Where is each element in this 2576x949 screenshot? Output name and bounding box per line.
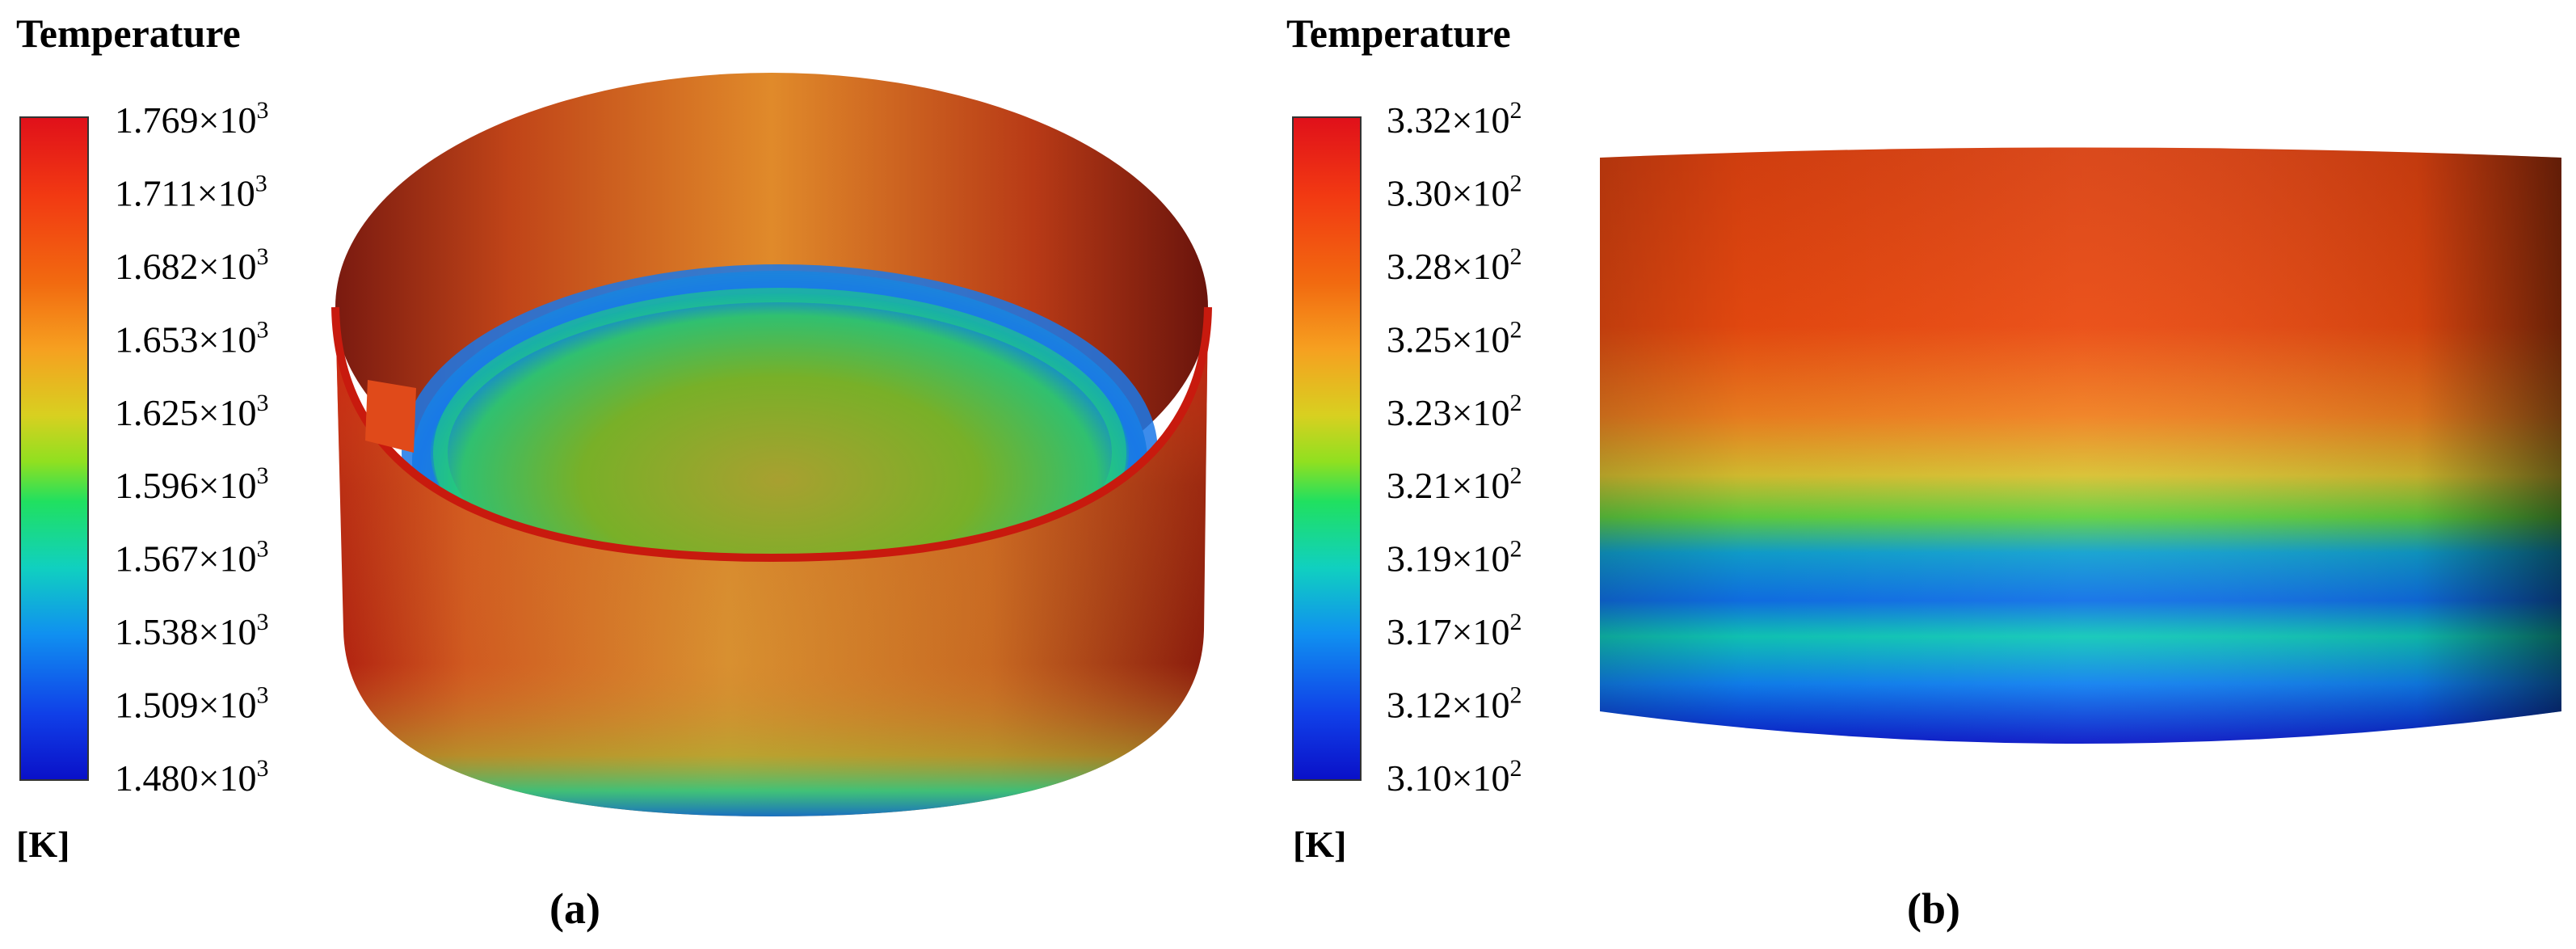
- legend-b-unit: [K]: [1293, 824, 1346, 865]
- legend-b-colorbar: [1292, 116, 1362, 781]
- legend-tick-label: 1.509×103: [115, 682, 268, 726]
- panel-b: Temperature 3.32×102 3.30×102 3.28×102 3.25…: [1286, 11, 2561, 933]
- legend-tick-label: 3.32×102: [1387, 97, 1522, 141]
- cylinder-a-seam: [365, 380, 416, 453]
- legend-tick-label: 3.19×102: [1387, 536, 1522, 580]
- legend-a-colorbar: [19, 116, 89, 781]
- legend-tick-label: 1.538×103: [115, 609, 268, 652]
- legend-a-ticks: 1.769×103 1.711×103 1.682×103 1.653×103 1.62…: [115, 97, 268, 799]
- cylinder-a: [331, 73, 1212, 816]
- legend-tick-label: 1.567×103: [115, 536, 268, 580]
- legend-b-title: Temperature: [1286, 11, 1511, 56]
- legend-tick-label: 1.653×103: [115, 316, 268, 360]
- cylinder-b: [1600, 147, 2561, 744]
- legend-tick-label: 1.596×103: [115, 462, 268, 506]
- legend-b-ticks: 3.32×102 3.30×102 3.28×102 3.25×102 3.23×102…: [1387, 97, 1522, 799]
- legend-tick-label: 3.30×102: [1387, 170, 1522, 213]
- legend-tick-label: 1.711×103: [115, 170, 267, 213]
- caption-a: (a): [549, 884, 600, 933]
- legend-tick-label: 1.682×103: [115, 243, 268, 287]
- cylinder-b-shading: [1600, 147, 2561, 744]
- legend-tick-label: 3.25×102: [1387, 316, 1522, 360]
- legend-tick-label: 3.17×102: [1387, 609, 1522, 652]
- caption-b: (b): [1907, 884, 1960, 933]
- legend-tick-label: 3.12×102: [1387, 682, 1522, 726]
- legend-tick-label: 3.28×102: [1387, 243, 1522, 287]
- legend-tick-label: 1.625×103: [115, 390, 268, 433]
- legend-tick-label: 3.10×102: [1387, 755, 1522, 799]
- legend-a-title: Temperature: [16, 11, 241, 56]
- legend-tick-label: 1.480×103: [115, 755, 268, 799]
- panel-a: Temperature 1.769×1031.711×1031.682×1031…: [16, 11, 1212, 933]
- legend-a-unit: [K]: [16, 824, 69, 865]
- legend-tick-label: 1.769×103: [115, 97, 268, 141]
- legend-tick-label: 3.21×102: [1387, 462, 1522, 506]
- legend-tick-label: 3.23×102: [1387, 390, 1522, 433]
